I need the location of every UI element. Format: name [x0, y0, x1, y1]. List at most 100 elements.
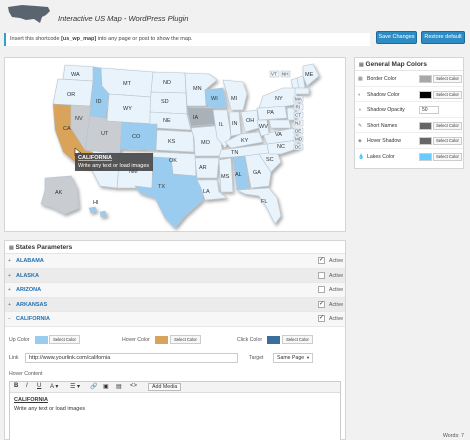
active-checkbox[interactable]	[318, 271, 325, 279]
select-color-button[interactable]: Select Color	[433, 75, 462, 83]
code-icon[interactable]: <>	[130, 382, 138, 389]
target-label: Target	[249, 354, 264, 361]
state-wi[interactable]	[204, 87, 228, 109]
border-color-row: ▦ Border Color Select Color	[355, 71, 463, 87]
active-checkbox[interactable]: ✓	[318, 300, 325, 308]
link-icon[interactable]: 🔗	[90, 383, 98, 390]
state-label-tn: TN	[231, 150, 238, 156]
state-label-me: ME	[305, 72, 314, 78]
hover-color-label: Hover Color	[122, 336, 150, 343]
state-ms[interactable]	[218, 157, 234, 193]
svg-text:VT: VT	[271, 72, 277, 77]
general-map-colors-panel: ▤ General Map Colors ▦ Border Color Sele…	[354, 57, 464, 169]
color-swatch[interactable]	[419, 121, 432, 130]
state-tx[interactable]	[134, 156, 204, 229]
state-label-mt: MT	[123, 81, 132, 87]
click-color-swatch[interactable]	[267, 335, 280, 344]
state-hi[interactable]	[88, 206, 98, 214]
media-icon[interactable]: ▤	[116, 383, 122, 390]
state-label-sc: SC	[266, 157, 274, 163]
us-map[interactable]: VT NH MA RI CT NJ DE MD DC WA OR CA ID NV MT W…	[5, 58, 347, 233]
state-label-la: LA	[203, 189, 210, 195]
state-row-california[interactable]: − CALIFORNIA ✓ Active	[5, 312, 345, 327]
shadow-opacity-input[interactable]: 50	[419, 106, 439, 114]
bold-icon[interactable]: B	[14, 382, 19, 389]
state-row-alabama[interactable]: + ALABAMA ✓ Active	[5, 254, 345, 269]
state-wv[interactable]	[256, 119, 270, 137]
content-title: CALIFORNIA	[14, 396, 48, 403]
state-al[interactable]	[232, 155, 250, 191]
select-color-button[interactable]: Select Color	[433, 121, 462, 130]
text-color-icon[interactable]: A ▾	[50, 383, 59, 390]
editor-content[interactable]: CALIFORNIA Write any text or load images	[10, 393, 340, 416]
image-icon[interactable]: ▣	[103, 383, 109, 390]
hover-content-label: Hover Content	[9, 370, 43, 377]
target-select[interactable]: Same Page ▼	[273, 352, 313, 363]
active-checkbox[interactable]	[318, 286, 325, 293]
up-color-swatch[interactable]	[35, 335, 48, 344]
state-la[interactable]	[196, 179, 228, 201]
expand-icon[interactable]: +	[8, 301, 11, 308]
state-label-oh: OH	[246, 118, 254, 124]
active-checkbox[interactable]: ✓	[318, 257, 325, 264]
state-ak[interactable]	[40, 175, 80, 215]
state-label-ar: AR	[199, 165, 207, 171]
expand-icon[interactable]: +	[8, 272, 11, 279]
hover-content-editor[interactable]: B I U A ▾ ☰ ▾ 🔗 ▣ ▤ <> Add Media CALIFOR…	[9, 380, 341, 440]
color-swatch[interactable]	[419, 152, 432, 161]
state-nj[interactable]	[286, 107, 296, 121]
state-ia[interactable]	[186, 107, 216, 127]
link-input[interactable]: http://www.yourlink.com/california	[25, 352, 238, 363]
underline-icon[interactable]: U	[37, 382, 42, 389]
state-me[interactable]	[302, 63, 320, 87]
state-ky[interactable]	[224, 131, 264, 149]
map-panel: VT NH MA RI CT NJ DE MD DC WA OR CA ID NV MT W…	[4, 57, 346, 232]
text-icon: ✎	[358, 122, 363, 129]
expand-icon[interactable]: +	[8, 287, 11, 293]
up-color-label: Up Color	[9, 336, 30, 343]
panel-title: ▤ States Parameters	[5, 241, 345, 254]
shortcode-notice: Insert this shortcode [us_wp_map] into a…	[4, 33, 370, 46]
restore-default-button[interactable]: Restore default	[421, 31, 465, 44]
active-checkbox[interactable]: ✓	[318, 315, 325, 322]
state-label-ia: IA	[193, 115, 199, 121]
state-fl[interactable]	[235, 187, 282, 225]
hover-icon: ◈	[358, 138, 362, 144]
state-md[interactable]	[268, 119, 292, 129]
hover-color-swatch[interactable]	[155, 335, 168, 344]
italic-icon[interactable]: I	[26, 382, 28, 389]
state-label-al: AL	[235, 172, 242, 178]
state-label-nd: ND	[163, 80, 171, 86]
collapse-icon[interactable]: −	[8, 316, 11, 322]
list-icon[interactable]: ☰ ▾	[70, 383, 81, 390]
lakes-color-row: 💧 Lakes Color Select Color	[355, 149, 463, 165]
state-label-wa: WA	[71, 72, 80, 78]
save-button[interactable]: Save Changes	[376, 31, 417, 44]
color-swatch[interactable]	[419, 90, 432, 99]
state-ne[interactable]	[149, 111, 192, 131]
state-row-arkansas[interactable]: + ARKANSAS ✓ Active	[5, 297, 345, 312]
state-mi[interactable]	[222, 79, 248, 111]
click-select-color-button[interactable]: Select Color	[282, 334, 313, 344]
state-ar[interactable]	[194, 157, 220, 179]
select-color-button[interactable]: Select Color	[433, 90, 462, 99]
select-color-button[interactable]: Select Color	[433, 152, 462, 161]
state-label-mi: MI	[231, 96, 238, 102]
color-swatch[interactable]	[419, 75, 432, 83]
word-count: Words: 7	[442, 433, 464, 439]
up-select-color-button[interactable]: Select Color	[49, 334, 80, 344]
state-row-arizona[interactable]: + ARIZONA Active	[5, 283, 345, 298]
page-title: Interactive US Map - WordPress Plugin	[58, 14, 189, 23]
opacity-icon: ◑	[358, 107, 362, 113]
expand-icon[interactable]: +	[8, 258, 11, 264]
state-row-alaska[interactable]: + ALASKA Active	[5, 268, 345, 283]
states-parameters-panel: ▤ States Parameters + ALABAMA ✓ Active +…	[4, 240, 346, 440]
state-ma[interactable]	[294, 87, 310, 95]
add-media-button[interactable]: Add Media	[148, 382, 182, 391]
hover-select-color-button[interactable]: Select Color	[170, 334, 201, 344]
state-label-nm: NM	[129, 169, 138, 175]
state-label-ak: AK	[55, 190, 63, 196]
state-ks[interactable]	[155, 129, 195, 153]
color-swatch[interactable]	[419, 137, 432, 145]
select-color-button[interactable]: Select Color	[433, 137, 462, 145]
